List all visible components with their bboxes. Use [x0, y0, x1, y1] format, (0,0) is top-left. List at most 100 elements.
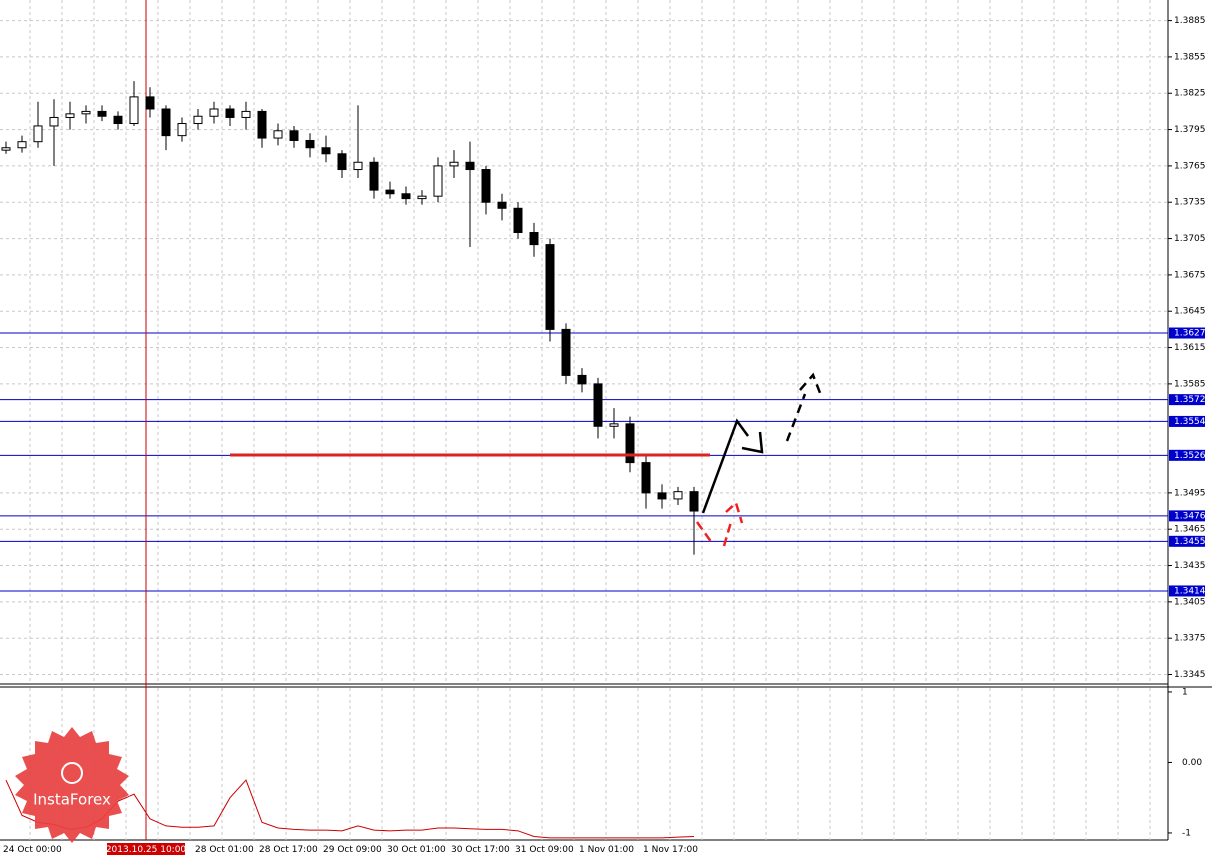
candle-body — [17, 141, 27, 149]
y-tick-label: 1.3795 — [1174, 125, 1206, 135]
candle-body — [241, 110, 251, 118]
candle-body — [545, 244, 555, 330]
x-tick-label: 31 Oct 09:00 — [515, 845, 574, 855]
candle-body — [305, 139, 315, 149]
candle-body — [257, 110, 267, 139]
candle-body — [449, 161, 459, 167]
x-tick-label: 2013.10.25 10:00 — [106, 845, 187, 855]
level-label: 1.3526 — [1174, 451, 1206, 461]
y-tick-label: 1.3375 — [1174, 634, 1206, 644]
y-tick-label: 1.3405 — [1174, 597, 1206, 607]
candle-body — [401, 193, 411, 200]
y-tick-label: 1.3885 — [1174, 16, 1206, 26]
indicator-y-tick-label: 0.00 — [1182, 758, 1202, 768]
level-label: 1.3476 — [1174, 511, 1206, 521]
y-tick-label: 1.3765 — [1174, 161, 1206, 171]
level-label-box — [1169, 449, 1205, 461]
x-tick-label: 28 Oct 01:00 — [195, 845, 254, 855]
plot-layer — [0, 0, 1168, 840]
candle-body — [529, 232, 539, 246]
candle-body — [145, 96, 155, 110]
y-tick-label: 1.3825 — [1174, 89, 1206, 99]
level-label: 1.3554 — [1174, 417, 1206, 427]
candle-body — [577, 374, 587, 385]
candle-body — [113, 115, 123, 125]
y-tick-label: 1.3705 — [1174, 234, 1206, 244]
x-tick-label: 1 Nov 17:00 — [643, 845, 698, 855]
x-tick-label: 29 Oct 09:00 — [323, 845, 382, 855]
forecast-arrow-dashed — [785, 372, 824, 442]
level-label-box — [1169, 394, 1205, 406]
candle-body — [49, 116, 59, 127]
candle-body — [65, 113, 75, 118]
highlight-label-box — [107, 843, 185, 855]
candle-body — [657, 492, 667, 500]
candle-body — [561, 328, 571, 376]
y-tick-label: 1.3675 — [1174, 270, 1206, 280]
y-tick-label: 1.3495 — [1174, 488, 1206, 498]
x-tick-label: 30 Oct 01:00 — [387, 845, 446, 855]
candle-body — [321, 147, 331, 155]
candle-body — [225, 108, 235, 118]
y-tick-label: 1.3855 — [1174, 52, 1206, 62]
forecast-arrow — [701, 418, 764, 514]
candle-body — [513, 207, 523, 234]
level-label-box — [1169, 510, 1205, 522]
candle-body — [673, 491, 683, 500]
watermark-badge — [15, 727, 129, 843]
candle-body — [193, 115, 203, 125]
candle-body — [689, 491, 699, 512]
candle-body — [481, 169, 491, 203]
forecast-arrow-red — [695, 500, 744, 547]
forecast-drawings — [230, 372, 824, 547]
candle-body — [209, 108, 219, 117]
level-label-box — [1169, 327, 1205, 339]
x-tick-label: 28 Oct 17:00 — [259, 845, 318, 855]
x-tick-label: 1 Nov 01:00 — [579, 845, 634, 855]
watermark: InstaForex — [15, 727, 129, 843]
candle-body — [161, 108, 171, 137]
y-tick-label: 1.3735 — [1174, 198, 1206, 208]
y-tick-label: 1.3615 — [1174, 343, 1206, 353]
candle-body — [97, 110, 107, 117]
level-label: 1.3572 — [1174, 395, 1206, 405]
candle-body — [337, 153, 347, 171]
y-tick-label: 1.3345 — [1174, 670, 1206, 680]
candle-body — [625, 423, 635, 464]
watermark-text: InstaForex — [33, 791, 111, 809]
y-tick-label: 1.3465 — [1174, 525, 1206, 535]
y-tick-label: 1.3645 — [1174, 307, 1206, 317]
watermark-icon — [61, 762, 83, 784]
level-label-box — [1169, 415, 1205, 427]
candle-body — [129, 96, 139, 125]
candle-body — [273, 130, 283, 139]
candle-body — [353, 161, 363, 171]
candle-body — [289, 130, 299, 141]
candle-body — [369, 161, 379, 191]
candle-body — [33, 125, 43, 143]
candle-body — [593, 383, 603, 427]
candle-body — [177, 123, 187, 137]
y-tick-label: 1.3585 — [1174, 379, 1206, 389]
candle-body — [641, 462, 651, 494]
candle-body — [1, 147, 11, 151]
x-tick-label: 24 Oct 00:00 — [3, 845, 62, 855]
x-tick-label: 30 Oct 17:00 — [451, 845, 510, 855]
candle-body — [497, 201, 507, 209]
candle-body — [465, 161, 475, 171]
level-label: 1.3627 — [1174, 329, 1206, 339]
candle-body — [433, 165, 443, 197]
level-label: 1.3455 — [1174, 537, 1206, 547]
level-label-box — [1169, 535, 1205, 547]
candle-body — [81, 110, 91, 115]
candle-body — [609, 423, 619, 427]
level-label: 1.3414 — [1174, 586, 1206, 596]
indicator-line — [5, 779, 695, 839]
indicator-y-tick-label: 1 — [1182, 687, 1188, 697]
level-label-box — [1169, 585, 1205, 597]
candle-body — [417, 195, 427, 200]
y-tick-label: 1.3435 — [1174, 561, 1206, 571]
indicator-y-tick-label: -1 — [1182, 828, 1191, 838]
